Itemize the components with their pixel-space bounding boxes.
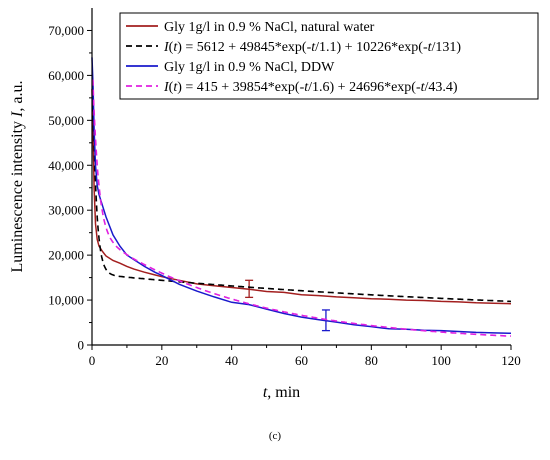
legend-label-part: (	[169, 80, 174, 95]
y-tick-label: 60,000	[48, 68, 84, 83]
legend-label-2: Gly 1g/l in 0.9 % NaCl, DDW	[164, 60, 335, 75]
y-tick-label: 40,000	[48, 158, 84, 173]
legend-label-3: I(t) = 415 + 39854*exp(-t/1.6) + 24696*e…	[163, 80, 458, 95]
x-axis-title-rest: , min	[267, 384, 300, 401]
legend-label-part: I	[163, 80, 170, 95]
y-axis-title: Luminescence intensity I, a.u.	[9, 81, 26, 273]
y-tick-label: 50,000	[48, 113, 84, 128]
x-tick-label: 20	[155, 353, 168, 368]
legend-label-part: t	[173, 40, 178, 55]
y-tick-label: 30,000	[48, 203, 84, 218]
x-axis-title: t, min	[263, 384, 300, 401]
y-axis-title-var: I	[9, 111, 26, 118]
legend-label-1: I(t) = 5612 + 49845*exp(-t/1.1) + 10226*…	[163, 40, 461, 55]
x-tick-label: 120	[501, 353, 521, 368]
x-tick-label: 100	[431, 353, 451, 368]
x-axis-title-var: t	[263, 384, 268, 401]
series-line-0	[91, 88, 512, 305]
y-axis-title-pre: Luminescence intensity	[9, 117, 26, 273]
legend-label-0: Gly 1g/l in 0.9 % NaCl, natural water	[164, 20, 375, 35]
y-tick-label: 0	[78, 338, 85, 353]
legend-label-part: /1.1) + 10226*exp(-	[315, 40, 428, 55]
legend-label-part: I	[163, 40, 170, 55]
figure-caption: (c)	[269, 430, 282, 442]
y-axis-title-post: , a.u.	[9, 81, 26, 112]
legend-label-part: /1.6) + 24696*exp(-	[308, 80, 421, 95]
x-tick-label: 40	[225, 353, 238, 368]
legend-label-part: ) = 5612 + 49845*exp(-	[177, 40, 311, 55]
x-tick-label: 0	[89, 353, 96, 368]
x-tick-label: 60	[295, 353, 308, 368]
series-line-1	[92, 95, 511, 303]
legend-label-part: t	[311, 40, 316, 55]
legend-label-part: t	[421, 80, 426, 95]
legend-label-part: (	[169, 40, 174, 55]
legend-label-part: ) = 415 + 39854*exp(-	[177, 80, 304, 95]
y-tick-label: 20,000	[48, 248, 84, 263]
series-line-3	[92, 79, 511, 337]
x-tick-label: 80	[365, 353, 378, 368]
y-tick-label: 70,000	[48, 23, 84, 38]
legend-label-part: t	[173, 80, 178, 95]
y-tick-label: 10,000	[48, 293, 84, 308]
legend-box	[119, 12, 539, 100]
legend-label-part: t	[304, 80, 309, 95]
legend-label-part: t	[428, 40, 433, 55]
legend-label-part: /43.4)	[425, 80, 458, 95]
legend-label-part: /131)	[432, 40, 462, 55]
